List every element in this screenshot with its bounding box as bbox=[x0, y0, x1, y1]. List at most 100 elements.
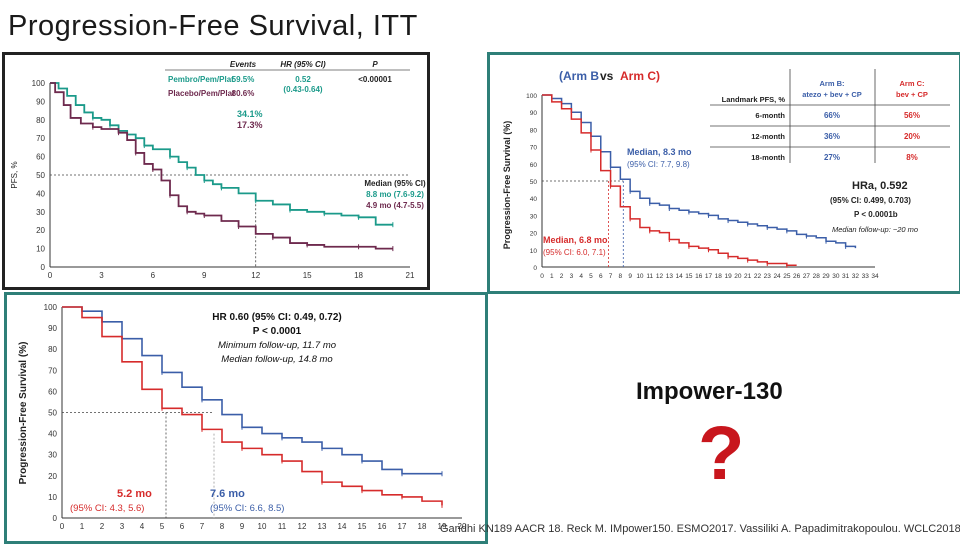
x-tick-label: 14 bbox=[676, 273, 684, 280]
chart-panel-keynote189: 0 10 20 30 40 50 60 70 80 90 100 0 3 6 9 12 15 18 21 PFS, %… bbox=[2, 52, 430, 290]
table-row-p: <0.00001 bbox=[358, 75, 392, 84]
x-tick-label: 15 bbox=[303, 271, 312, 280]
y-tick-label: 100 bbox=[32, 79, 46, 88]
x-tick-label: 6 bbox=[151, 271, 156, 280]
x-tick-label: 24 bbox=[773, 273, 781, 280]
x-tick-label: 1 bbox=[550, 273, 554, 280]
y-tick-label: 20 bbox=[36, 226, 45, 235]
x-tick-label: 0 bbox=[48, 271, 53, 280]
x-tick-label: 6 bbox=[599, 273, 603, 280]
y-tick-label: 70 bbox=[36, 134, 45, 143]
median-c-label: Median, 6.8 mo bbox=[543, 235, 608, 245]
x-tick-label: 18 bbox=[715, 273, 723, 280]
y-tick-label: 60 bbox=[530, 162, 538, 169]
table-header-arm-c-sub: bev + CP bbox=[896, 90, 928, 99]
x-tick-label: 8 bbox=[220, 522, 225, 531]
table-row-arm-c: 20% bbox=[904, 132, 920, 141]
series-line-1 bbox=[50, 82, 393, 226]
y-tick-label: 0 bbox=[41, 263, 46, 272]
table-row-arm-c: 56% bbox=[904, 111, 920, 120]
table-row-label: 6-month bbox=[755, 111, 785, 120]
table-header-arm-c: Arm C: bbox=[899, 79, 924, 88]
x-tick-label: 12 bbox=[656, 273, 664, 280]
x-tick-label: 18 bbox=[354, 271, 363, 280]
x-tick-label: 16 bbox=[695, 273, 703, 280]
series-line-2 bbox=[50, 82, 393, 250]
x-tick-label: 3 bbox=[570, 273, 574, 280]
x-tick-label: 7 bbox=[200, 522, 205, 531]
x-tick-label: 3 bbox=[120, 522, 125, 531]
title-arm-c: Arm C) bbox=[620, 69, 660, 83]
x-tick-label: 32 bbox=[852, 273, 860, 280]
table-row-ci: (0.43-0.64) bbox=[283, 85, 322, 94]
x-tick-label: 4 bbox=[140, 522, 145, 531]
table-row-label: 18-month bbox=[751, 153, 785, 162]
x-tick-label: 29 bbox=[822, 273, 830, 280]
table-header-events: Events bbox=[230, 60, 257, 69]
x-tick-label: 13 bbox=[666, 273, 674, 280]
x-tick-label: 9 bbox=[240, 522, 245, 531]
median-c-ci: (95% CI: 6.0, 7.1) bbox=[543, 248, 606, 257]
x-tick-label: 6 bbox=[180, 522, 185, 531]
x-tick-label: 13 bbox=[318, 522, 327, 531]
chart-panel-impower150: 0 10 20 30 40 50 60 70 80 90 100 0 1 2 3 4 5 6 7 8 9 10 11 12 13… bbox=[487, 52, 960, 294]
median-header: Median (95% CI) bbox=[364, 179, 426, 188]
x-tick-label: 34 bbox=[871, 273, 879, 280]
hr-p: P < 0.0001b bbox=[854, 210, 898, 219]
y-tick-label: 80 bbox=[36, 116, 45, 125]
x-tick-label: 10 bbox=[258, 522, 267, 531]
x-tick-label: 33 bbox=[862, 273, 870, 280]
median-value-2: 4.9 mo (4.7-5.5) bbox=[366, 201, 424, 210]
table-row-arm-c: 8% bbox=[906, 153, 918, 162]
x-tick-label: 12 bbox=[251, 271, 260, 280]
y-tick-label: 90 bbox=[48, 324, 57, 333]
median-red-ci: (95% CI: 4.3, 5.6) bbox=[70, 503, 144, 514]
table-row-events: 80.6% bbox=[232, 89, 255, 98]
x-tick-label: 28 bbox=[813, 273, 821, 280]
x-tick-label: 31 bbox=[842, 273, 850, 280]
y-tick-label: 20 bbox=[530, 231, 538, 238]
y-tick-label: 100 bbox=[44, 303, 58, 312]
x-tick-label: 19 bbox=[724, 273, 732, 280]
question-mark: ? bbox=[698, 411, 745, 496]
x-tick-label: 9 bbox=[628, 273, 632, 280]
y-tick-label: 90 bbox=[36, 97, 45, 106]
y-tick-label: 10 bbox=[48, 493, 57, 502]
x-tick-label: 8 bbox=[619, 273, 623, 280]
x-tick-label: 11 bbox=[646, 273, 653, 280]
hr-p: P < 0.0001 bbox=[253, 326, 302, 337]
y-tick-label: 30 bbox=[36, 208, 45, 217]
y-tick-label: 10 bbox=[36, 245, 45, 254]
impower-130-label: Impower-130 bbox=[636, 378, 783, 405]
y-tick-label: 20 bbox=[48, 472, 57, 481]
x-tick-label: 5 bbox=[160, 522, 165, 531]
x-tick-label: 17 bbox=[398, 522, 407, 531]
x-tick-label: 0 bbox=[540, 273, 544, 280]
x-tick-label: 1 bbox=[80, 522, 85, 531]
x-tick-label: 21 bbox=[406, 271, 415, 280]
y-axis-label: Progression-Free Survival (%) bbox=[502, 121, 512, 250]
y-tick-label: 30 bbox=[530, 213, 538, 220]
y-tick-label: 0 bbox=[533, 265, 537, 272]
x-tick-label: 7 bbox=[609, 273, 613, 280]
table-header-arm-b: Arm B: bbox=[819, 79, 844, 88]
table-row-events: 59.5% bbox=[232, 75, 255, 84]
citation: Gandhi KN189 AACR 18. Reck M. IMpower150… bbox=[440, 523, 960, 535]
series-line-2 bbox=[62, 306, 443, 506]
x-tick-label: 10 bbox=[636, 273, 644, 280]
table-header-landmark: Landmark PFS, % bbox=[722, 95, 786, 104]
x-tick-label: 30 bbox=[832, 273, 840, 280]
slide-title: Progression-Free Survival, ITT bbox=[8, 10, 418, 42]
hr-ci: (95% CI: 0.499, 0.703) bbox=[830, 196, 911, 205]
x-tick-label: 0 bbox=[60, 522, 65, 531]
y-tick-label: 70 bbox=[48, 366, 57, 375]
x-tick-label: 12 bbox=[298, 522, 307, 531]
y-tick-label: 90 bbox=[530, 110, 538, 117]
x-tick-label: 22 bbox=[754, 273, 762, 280]
series-line-1 bbox=[542, 94, 857, 249]
y-tick-label: 50 bbox=[36, 171, 45, 180]
x-tick-label: 16 bbox=[378, 522, 387, 531]
x-tick-label: 20 bbox=[734, 273, 742, 280]
y-tick-label: 0 bbox=[53, 514, 58, 523]
median-blue-ci: (95% CI: 6.6, 8.5) bbox=[210, 503, 284, 514]
